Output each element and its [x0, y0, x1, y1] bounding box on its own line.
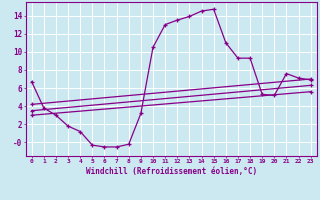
- X-axis label: Windchill (Refroidissement éolien,°C): Windchill (Refroidissement éolien,°C): [86, 167, 257, 176]
